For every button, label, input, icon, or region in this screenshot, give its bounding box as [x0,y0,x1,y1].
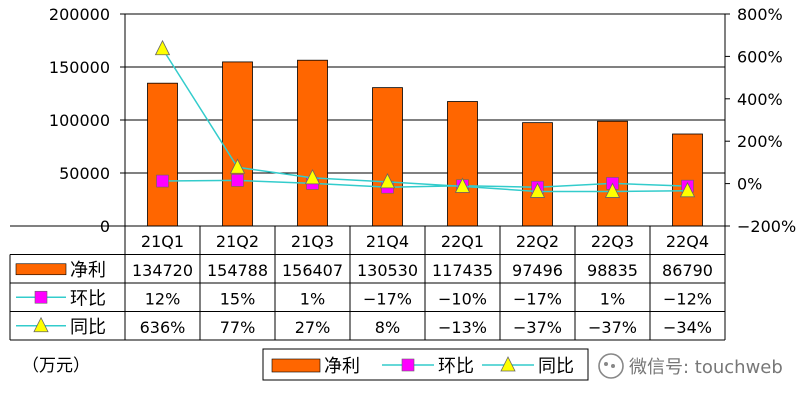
data-label: −17% [363,289,412,308]
left-tick-label: 50000 [59,164,110,183]
left-tick-label: 150000 [49,58,110,77]
bar [372,87,403,227]
series-line [162,179,688,188]
category-label: 21Q2 [216,232,259,251]
series-line [161,48,688,193]
data-label: 636% [140,318,186,337]
data-label: 117435 [432,261,493,280]
right-axis-ticks: −200% 0% 200% 400% 600% 800% [737,5,796,236]
series-name: 同比 [70,317,106,338]
data-label: 98835 [587,261,638,280]
right-tick-label: 800% [737,5,783,24]
point [231,174,244,187]
data-label: −37% [513,318,562,337]
data-label: 97496 [512,261,563,280]
wechat-icon [598,353,624,379]
line-series [154,39,696,198]
point [154,39,171,56]
watermark: 微信号: touchweb [598,353,783,379]
data-label: −13% [438,318,487,337]
data-label: 134720 [132,261,193,280]
data-label: 12% [145,289,181,308]
data-label: 154788 [207,261,268,280]
point [529,182,546,198]
legend-label: 同比 [538,356,574,377]
series-name: 净利 [70,260,106,281]
bar [447,101,478,227]
right-tick-label: 600% [737,47,783,66]
gridlines [125,13,725,174]
bar [297,59,328,227]
bar [522,122,553,227]
data-label: −10% [438,289,487,308]
bar-series [147,59,703,227]
legend: 净利 环比 同比 [262,348,589,381]
data-label: 8% [375,318,400,337]
category-label: 22Q2 [516,232,559,251]
legend-key-marker [500,356,516,372]
legend-label: 净利 [324,356,360,377]
legend-key-marker [401,358,415,372]
table-legend-key [34,290,48,304]
point [156,174,169,188]
point [454,177,471,193]
category-label: 22Q4 [666,232,709,251]
watermark-text: 微信号: touchweb [629,357,783,378]
table-legend-key [15,263,67,276]
data-label: 77% [220,318,256,337]
table-legend-key [33,316,49,333]
data-label: 156407 [282,261,343,280]
point [229,158,246,174]
right-tick-label: 400% [737,90,783,109]
left-tick-label: 100000 [49,111,110,130]
category-label: 22Q1 [441,232,484,251]
data-table: 21Q1 21Q2 21Q3 21Q4 22Q1 22Q2 22Q3 22Q4 净利 134720… [9,225,726,341]
data-label: −17% [513,289,562,308]
data-label: 130530 [357,261,418,280]
point [604,182,621,198]
data-label: −37% [588,318,637,337]
unit-label: （万元） [22,356,90,376]
bar [222,61,253,227]
bar [597,120,628,227]
data-label: −34% [663,318,712,337]
bar [147,82,178,227]
data-label: 1% [600,289,625,308]
data-label: 27% [295,318,331,337]
data-label: −12% [663,289,712,308]
right-tick-label: −200% [737,217,796,236]
category-label: 21Q1 [141,232,184,251]
data-label: 1% [300,289,325,308]
data-label: 86790 [662,261,713,280]
data-label: 15% [220,289,256,308]
category-label: 21Q4 [366,232,409,251]
point [304,168,321,185]
point [679,181,696,198]
series-name: 环比 [70,288,106,309]
legend-key-bar [271,358,321,373]
category-label: 21Q3 [291,232,334,251]
left-tick-label: 200000 [49,5,110,24]
right-tick-label: 200% [737,132,783,151]
right-tick-label: 0% [737,175,762,194]
legend-label: 环比 [438,356,474,377]
point [379,173,396,189]
category-label: 22Q3 [591,232,634,251]
